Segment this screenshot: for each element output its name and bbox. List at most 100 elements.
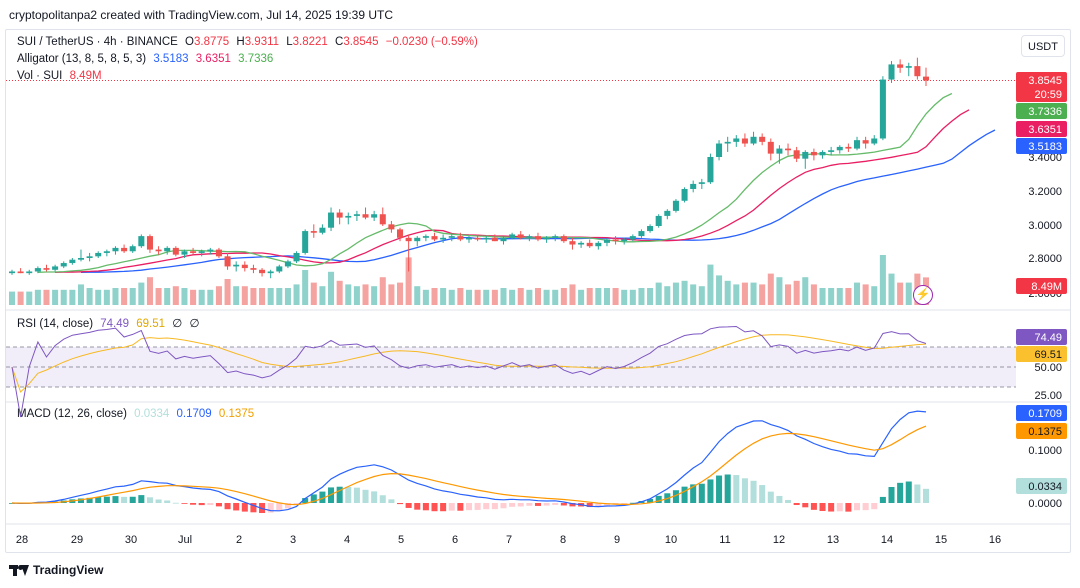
candle	[172, 247, 179, 255]
macd-histogram-bar	[534, 503, 541, 506]
jaw-tag-text: 3.5183	[1028, 141, 1062, 153]
volume-label[interactable]: Vol · SUI	[17, 70, 63, 82]
volume-bar	[155, 288, 162, 305]
macd-histogram-bar	[491, 503, 498, 510]
macd-histogram-bar	[897, 482, 904, 503]
volume-bar	[86, 288, 93, 305]
volume-bar	[819, 288, 826, 305]
candle	[224, 256, 231, 267]
macd-histogram-bar	[276, 503, 283, 511]
author-line: cryptopolitanpa2 created with TradingVie…	[9, 8, 393, 22]
volume-bar	[828, 288, 835, 305]
macd-histogram-bar	[879, 496, 886, 503]
signal-tag	[1016, 423, 1067, 439]
candle	[284, 261, 291, 267]
time-axis-label: 12	[773, 534, 785, 546]
ohlc-open: 3.8775	[194, 36, 230, 48]
volume-bar	[34, 289, 41, 305]
time-axis-label: 15	[935, 534, 947, 546]
candle	[569, 241, 576, 245]
candle	[457, 236, 464, 240]
volume-bar	[543, 289, 550, 305]
volume-bar	[440, 288, 447, 305]
lightning-icon[interactable]: ⚡	[913, 285, 933, 305]
macd-histogram-bar	[905, 481, 912, 503]
lips-tag-text: 3.7336	[1028, 106, 1062, 118]
candle	[129, 246, 136, 252]
volume-bar	[474, 289, 481, 305]
volume-bar	[690, 284, 697, 305]
chart-frame	[5, 29, 1071, 553]
macd-histogram-bar	[284, 503, 291, 509]
candle	[483, 237, 490, 240]
macd-histogram-bar	[310, 494, 317, 503]
volume-bar	[362, 284, 369, 305]
volume-bar	[181, 288, 188, 305]
time-axis-label: 14	[881, 534, 893, 546]
price-axis-label: 3.4000	[1028, 152, 1062, 164]
candle	[526, 236, 533, 238]
candle	[250, 268, 257, 270]
alligator-legend: Alligator (13, 8, 5, 8, 5, 3) 3.5183 3.6…	[17, 53, 277, 65]
time-axis-label: 10	[665, 534, 677, 546]
time-axis-label: 7	[506, 534, 512, 546]
macd-histogram-bar	[336, 486, 343, 503]
macd-histogram-bar	[224, 503, 231, 510]
last-price-tag	[1016, 72, 1067, 102]
candle	[672, 200, 679, 211]
signal-tag-text: 0.1375	[1028, 426, 1062, 438]
time-axis-label: 6	[452, 534, 458, 546]
candle	[60, 263, 67, 267]
ohlc-low: 3.8221	[292, 36, 328, 48]
volume-bar	[655, 282, 662, 305]
macd-histogram-bar	[112, 496, 119, 503]
candle	[34, 268, 41, 272]
time-axis-label: 11	[719, 534, 730, 546]
rsi-empty-1: ∅	[172, 318, 183, 330]
volume-bar	[431, 288, 438, 305]
candle	[733, 138, 740, 142]
candle	[854, 140, 861, 149]
volume-bar	[698, 286, 705, 305]
candle	[181, 251, 188, 255]
volume-bar	[638, 288, 645, 305]
time-axis-label: 30	[125, 534, 137, 546]
rsi-label[interactable]: RSI (14, close)	[17, 318, 94, 330]
macd-label[interactable]: MACD (12, 26, close)	[17, 408, 127, 420]
macd-histogram-bar	[793, 503, 800, 506]
currency-button[interactable]: USDT	[1021, 35, 1065, 57]
symbol-title[interactable]: SUI / TetherUS · 4h · BINANCE	[17, 36, 178, 48]
candle	[336, 212, 343, 218]
candle	[871, 138, 878, 144]
volume-legend: Vol · SUI 8.49M	[17, 70, 106, 82]
candle	[819, 151, 826, 156]
volume-bar	[328, 271, 335, 305]
time-axis-label: Jul	[178, 534, 192, 546]
candle	[603, 239, 610, 243]
candle	[422, 236, 429, 238]
volume-bar	[138, 282, 145, 305]
macd-histogram-bar	[267, 503, 274, 513]
volume-bar	[276, 288, 283, 305]
volume-bar	[52, 289, 59, 305]
macd-histogram-bar	[371, 491, 378, 503]
candle	[845, 146, 852, 149]
volume-bar	[905, 282, 912, 305]
volume-bar	[802, 277, 809, 305]
macd-histogram-bar	[776, 495, 783, 503]
volume-bar	[681, 280, 688, 305]
volume-bar	[448, 289, 455, 305]
volume-bar	[741, 282, 748, 305]
volume-bar	[776, 277, 783, 305]
candle	[448, 236, 455, 238]
time-axis-label: 3	[290, 534, 296, 546]
candle	[552, 236, 559, 238]
volume-bar	[767, 273, 774, 305]
macd-histogram-bar	[716, 475, 723, 503]
macd-histogram-bar	[190, 503, 197, 505]
volume-bar	[198, 289, 205, 305]
alligator-label[interactable]: Alligator (13, 8, 5, 8, 5, 3)	[17, 53, 147, 65]
macd-histogram-bar	[560, 503, 567, 506]
candle	[560, 236, 567, 242]
